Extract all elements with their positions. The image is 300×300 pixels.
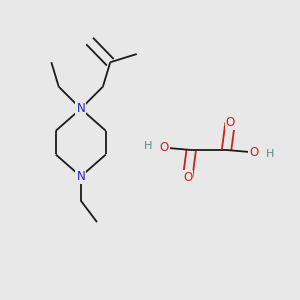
Text: O: O — [183, 171, 192, 184]
Text: O: O — [226, 116, 235, 129]
Text: H: H — [266, 149, 274, 159]
Text: N: N — [76, 102, 85, 115]
Text: O: O — [160, 141, 169, 154]
Text: N: N — [76, 170, 85, 183]
Text: O: O — [249, 146, 258, 159]
Text: H: H — [144, 141, 152, 151]
